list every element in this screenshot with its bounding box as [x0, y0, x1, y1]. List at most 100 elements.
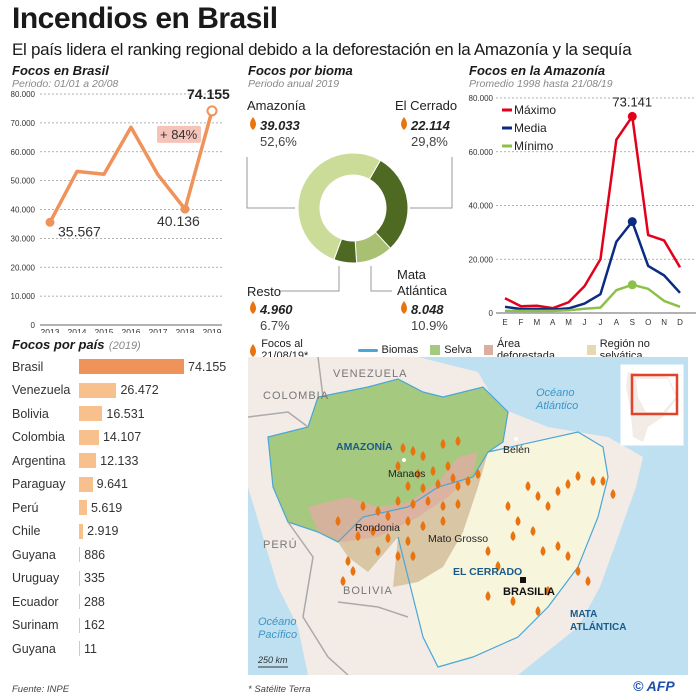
fire-marker-icon [455, 499, 461, 509]
brasil-chart-subtitle: Periodo: 01/01 a 20/08 [12, 78, 119, 90]
fire-marker-icon [360, 501, 366, 511]
slice-value-cerrado: 22.114 [410, 118, 451, 133]
peak-point [627, 111, 637, 121]
bar-row: Bolivia 16.531 [12, 402, 240, 426]
bioma-chart-subtitle: Periodo anual 2019 [248, 78, 340, 90]
fire-marker-icon [375, 546, 381, 556]
bar-row: Chile 2.919 [12, 520, 240, 544]
fire-marker-icon [430, 466, 436, 476]
fire-marker-icon [555, 486, 561, 496]
donut-slice-amazonía [297, 152, 382, 261]
y-tick-label: 20.000 [469, 255, 494, 264]
bar [79, 382, 117, 398]
fire-marker-icon [600, 476, 606, 486]
brazil-east-border [397, 431, 609, 668]
bar-category-label: Bolivia [12, 406, 49, 421]
label-pacific-1: Océano [258, 616, 297, 628]
label-pacific-2: Pacífico [258, 629, 297, 641]
bar [79, 594, 80, 610]
slice-pct-amazonia: 52,6% [260, 134, 297, 149]
bar-category-label: Brasil [12, 359, 44, 374]
bar [79, 476, 93, 492]
last-value-label: 74.155 [187, 88, 230, 102]
data-point [180, 204, 190, 214]
bar-row: Brasil 74.155 [12, 355, 240, 379]
data-point-latest [206, 105, 218, 117]
fire-marker-icon [590, 476, 596, 486]
bar-category-label: Surinam [12, 618, 59, 633]
scale-label: 250 km [257, 655, 288, 665]
fire-marker-icon [515, 516, 521, 526]
label-rondonia: Rondonia [355, 522, 400, 534]
inset-brazil [636, 379, 676, 412]
x-tick-label: A [614, 318, 620, 327]
fire-marker-icon [375, 506, 381, 516]
x-tick-label: 2013 [41, 327, 60, 333]
series-line-2 [505, 283, 681, 313]
y-tick-label: 10.000 [11, 292, 36, 301]
bar-value-label: 886 [84, 547, 106, 562]
label-mato-grosso: Mato Grosso [428, 533, 488, 545]
bar-value-label: 74.155 [188, 359, 227, 374]
fire-marker-icon [575, 471, 581, 481]
bar-category-label: Ecuador [12, 594, 59, 609]
bar-category-label: Perú [12, 500, 39, 515]
bioma-donut-chart: Amazonía 39.033 52,6% El Cerrado 22.114 … [246, 98, 457, 330]
fire-marker-icon [405, 481, 411, 491]
y-tick-label: 70.000 [11, 119, 36, 128]
bar-row: Ecuador 288 [12, 590, 240, 614]
label-atlantic-1: Océano [536, 387, 575, 399]
leader-line-resto [280, 266, 340, 292]
slice-pct-cerrado: 29,8% [411, 134, 448, 149]
bar-category-label: Argentina [12, 453, 66, 468]
fire-marker-icon [395, 551, 401, 561]
x-tick-label: J [583, 318, 587, 327]
fire-marker-icon [495, 561, 501, 571]
y-tick-label: 80.000 [469, 94, 494, 103]
data-point [45, 217, 55, 227]
bar-category-label: Guyana [12, 547, 56, 562]
leader-line-cerrado [410, 157, 453, 209]
x-tick-label: N [661, 318, 667, 327]
amazonia-chart-subtitle: Promedio 1998 hasta 21/08/19 [469, 78, 613, 90]
legend-selva: Selva [430, 344, 472, 356]
country-border [317, 357, 324, 398]
fire-marker-icon [405, 516, 411, 526]
slice-label-amazonia: Amazonía [247, 98, 306, 113]
fire-marker-icon [400, 443, 406, 453]
fire-marker-icon [410, 446, 416, 456]
x-tick-label: M [533, 318, 540, 327]
label-cerrado: EL CERRADO [453, 566, 522, 578]
legend-biomes: Biomas [357, 344, 418, 356]
fire-marker-icon [565, 551, 571, 561]
bar-value-label: 162 [84, 618, 105, 633]
bar [79, 406, 103, 422]
flame-icon [250, 117, 256, 130]
bar [79, 500, 87, 516]
bar-category-label: Chile [12, 524, 41, 539]
y-tick-label: 60.000 [469, 148, 494, 157]
fire-marker-icon [610, 489, 616, 499]
series-line-1 [504, 220, 681, 311]
label-venezuela: VENEZUELA [333, 368, 407, 380]
biome-line-swatch [357, 348, 378, 352]
y-tick-label: 20.000 [11, 263, 36, 272]
bar-row: Argentina 12.133 [12, 449, 240, 473]
x-tick-label: S [630, 318, 635, 327]
atlantic-ocean [338, 357, 688, 675]
slice-pct-resto: 6,7% [260, 318, 290, 330]
pais-chart-title: Focos por país [12, 337, 105, 352]
x-tick-label: E [502, 318, 507, 327]
x-tick-label: 2018 [176, 327, 195, 333]
flame-icon [250, 301, 256, 314]
x-tick-label: 2019 [203, 327, 222, 333]
slice-label-mata-1: Mata [397, 267, 427, 282]
label-brasilia: BRASILIA [503, 586, 555, 598]
flame-icon [250, 343, 256, 357]
bioma-chart-title: Focos por bioma [248, 63, 353, 78]
fire-marker-icon [405, 536, 411, 546]
bar-row: Venezuela 26.472 [12, 379, 240, 403]
label-bolivia: BOLIVIA [343, 585, 393, 597]
bar [79, 453, 97, 469]
